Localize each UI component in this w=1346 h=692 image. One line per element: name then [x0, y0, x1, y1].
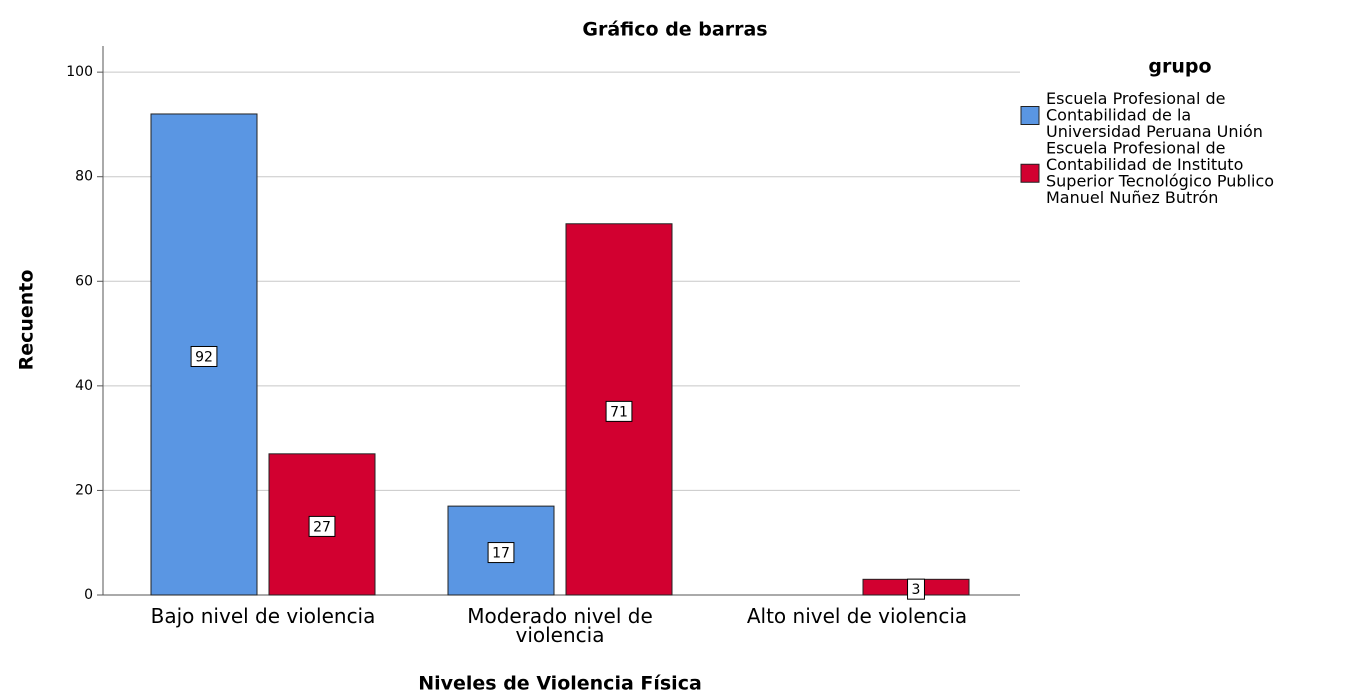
x-axis-label: Niveles de Violencia Física: [418, 673, 702, 692]
chart-title: Gráfico de barras: [582, 19, 767, 41]
value-label-box: [907, 578, 925, 600]
x-tick-label: Moderado nivel de violencia: [467, 604, 653, 647]
value-label: 92: [195, 349, 213, 365]
y-tick-label: 0: [84, 587, 93, 603]
value-label: 27: [313, 519, 331, 535]
y-tick-label: 60: [75, 273, 93, 289]
y-tick-label: 20: [75, 482, 93, 498]
x-tick-label: Bajo nivel de violencia: [151, 604, 376, 628]
value-label: 3: [912, 582, 921, 598]
value-label-box: [605, 400, 633, 422]
legend-title: grupo: [1148, 56, 1211, 78]
legend-label: Escuela Profesional de Contabilidad de la…: [1046, 89, 1263, 141]
value-label-box: [487, 542, 515, 564]
legend-swatch: [1020, 106, 1040, 125]
legend-label: Escuela Profesional de Contabilidad de In…: [1046, 138, 1274, 207]
x-tick-label: Alto nivel de violencia: [747, 604, 967, 628]
value-label: 71: [610, 404, 628, 420]
legend-swatch: [1020, 163, 1040, 183]
y-tick-label: 80: [75, 169, 93, 185]
value-label: 17: [492, 546, 510, 562]
value-label-box: [308, 515, 336, 537]
value-label-box: [190, 345, 218, 367]
y-tick-label: 100: [66, 64, 93, 80]
y-tick-label: 40: [75, 378, 93, 394]
y-axis-label: Recuento: [16, 270, 38, 371]
